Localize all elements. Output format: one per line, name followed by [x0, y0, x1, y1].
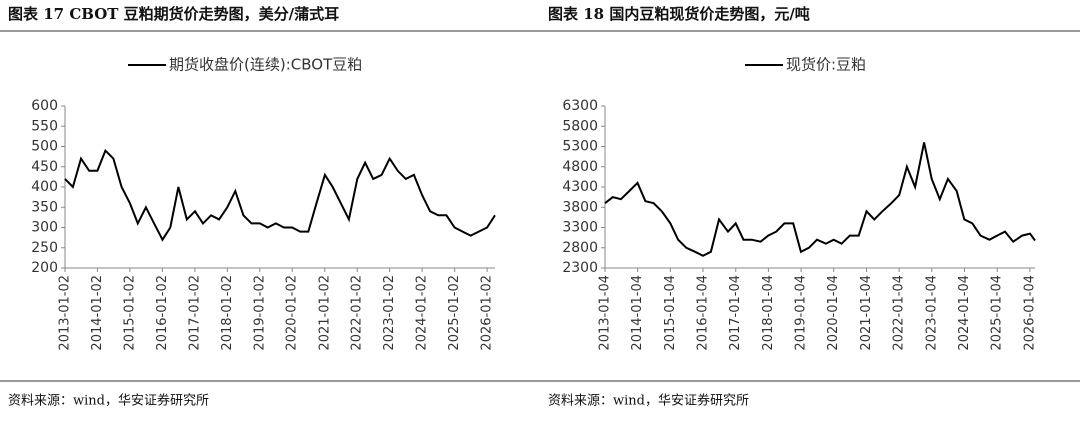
y-tick-label: 3800 [562, 199, 598, 215]
y-tick-label: 350 [31, 199, 58, 215]
y-tick-label: 400 [31, 179, 58, 195]
y-tick-label: 2300 [562, 260, 598, 276]
x-tick-label: 2014-01-04 [630, 275, 645, 351]
chart-title: 图表 18 国内豆粕现货价走势图，元/吨 [548, 5, 810, 23]
x-tick-label: 2014-01-02 [90, 275, 105, 351]
data-line [64, 148, 496, 242]
x-tick-label: 2023-01-04 [924, 275, 939, 351]
x-tick-label: 2024-01-04 [957, 275, 972, 351]
x-tick-label: 2018-01-02 [220, 275, 235, 351]
y-tick-label: 5300 [562, 139, 598, 155]
y-tick-label: 4800 [562, 159, 598, 175]
x-tick-label: 2013-01-04 [598, 275, 613, 351]
x-tick-label: 2015-01-02 [122, 275, 137, 351]
y-tick-label: 550 [31, 118, 58, 134]
x-tick-label: 2025-01-04 [990, 275, 1005, 351]
x-tick-label: 2016-01-04 [695, 275, 710, 351]
x-tick-label: 2026-01-04 [1022, 275, 1037, 351]
x-tick-label: 2016-01-02 [155, 275, 170, 351]
data-line [604, 142, 1036, 257]
x-tick-label: 2021-01-04 [859, 275, 874, 351]
y-tick-label: 3300 [562, 220, 598, 236]
legend-label: 期货收盘价(连续):CBOT豆粕 [169, 56, 362, 74]
x-tick-label: 2015-01-04 [663, 275, 678, 351]
x-tick-label: 2026-01-02 [480, 275, 495, 351]
chart: 图表 17 CBOT 豆粕期货价走势图，美分/蒲式耳资料来源：wind，华安证券… [0, 5, 540, 409]
x-tick-label: 2021-01-02 [317, 275, 332, 351]
y-tick-label: 250 [31, 240, 58, 256]
x-tick-label: 2017-01-02 [187, 275, 202, 351]
x-tick-label: 2020-01-04 [826, 275, 841, 351]
y-tick-label: 6300 [562, 98, 598, 114]
x-tick-label: 2019-01-02 [252, 275, 267, 351]
y-tick-label: 600 [31, 98, 58, 114]
legend-label: 现货价:豆粕 [786, 56, 866, 74]
x-tick-label: 2013-01-02 [58, 275, 73, 351]
y-tick-label: 500 [31, 139, 58, 155]
y-tick-label: 5800 [562, 118, 598, 134]
x-tick-label: 2023-01-02 [382, 275, 397, 351]
x-tick-label: 2020-01-02 [285, 275, 300, 351]
x-tick-label: 2018-01-04 [761, 275, 776, 351]
chart-title: 图表 17 CBOT 豆粕期货价走势图，美分/蒲式耳 [8, 5, 339, 23]
y-tick-label: 200 [31, 260, 58, 276]
x-tick-label: 2022-01-04 [892, 275, 907, 351]
y-tick-label: 2800 [562, 240, 598, 256]
x-tick-label: 2024-01-02 [415, 275, 430, 351]
x-tick-label: 2017-01-04 [728, 275, 743, 351]
source-note: 资料来源：wind，华安证券研究所 [548, 393, 749, 409]
y-tick-label: 300 [31, 220, 58, 236]
x-tick-label: 2019-01-04 [794, 275, 809, 351]
y-tick-label: 4300 [562, 179, 598, 195]
x-tick-label: 2025-01-02 [447, 275, 462, 351]
y-tick-label: 450 [31, 159, 58, 175]
source-note: 资料来源：wind，华安证券研究所 [8, 393, 209, 409]
x-tick-label: 2022-01-02 [350, 275, 365, 351]
